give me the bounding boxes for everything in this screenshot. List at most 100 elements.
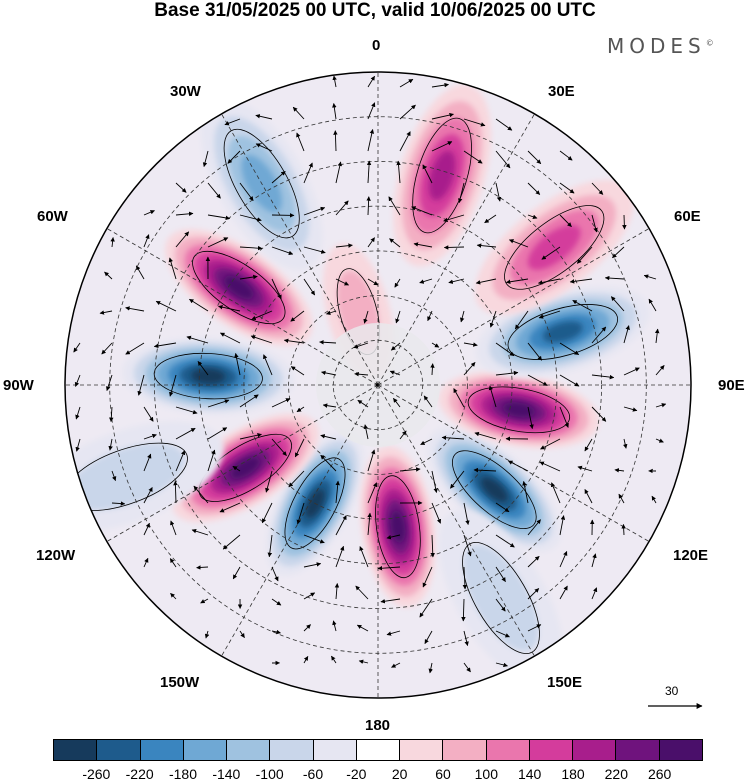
wind-vector-176 bbox=[420, 438, 433, 446]
wind-vector-186 bbox=[175, 450, 186, 472]
wind-vector-133 bbox=[263, 354, 273, 376]
wind-vector-270 bbox=[356, 624, 369, 632]
wind-vector-124 bbox=[591, 326, 607, 344]
wind-vector-267 bbox=[271, 629, 281, 635]
wind-vector-51 bbox=[527, 214, 538, 219]
logo-mark: © bbox=[705, 38, 714, 48]
wind-vector-268 bbox=[303, 624, 311, 632]
wind-vector-155 bbox=[357, 399, 369, 408]
wind-vector-66 bbox=[443, 245, 465, 250]
label-120w: 120W bbox=[36, 547, 76, 564]
colorbar-swatch-12 bbox=[572, 740, 616, 760]
wind-vector-161 bbox=[559, 406, 569, 428]
wind-vector-217 bbox=[584, 489, 593, 504]
wind-vector-101 bbox=[459, 310, 465, 323]
wind-vector-80 bbox=[367, 278, 379, 286]
wind-vector-239 bbox=[232, 566, 241, 580]
wind-vector-119 bbox=[431, 342, 440, 348]
wind-vector-113 bbox=[219, 332, 241, 344]
wind-vector-83 bbox=[448, 278, 465, 284]
wind-vector-207 bbox=[261, 502, 273, 524]
wind-vector-195 bbox=[450, 470, 465, 489]
colorbar-swatch-4 bbox=[226, 740, 270, 760]
wind-vector-256 bbox=[334, 583, 340, 600]
wind-vector-49 bbox=[443, 214, 465, 223]
wind-vector-173 bbox=[320, 434, 337, 440]
wind-vector-280 bbox=[391, 662, 401, 668]
wind-vector-244 bbox=[377, 565, 401, 571]
wind-vector-242 bbox=[335, 545, 345, 568]
colorbar-tick-label: -220 bbox=[125, 766, 154, 782]
wind-vector-282 bbox=[463, 662, 471, 673]
wind-vector-272 bbox=[424, 630, 433, 644]
wind-vector-164 bbox=[655, 403, 667, 408]
wind-vector-105 bbox=[572, 300, 593, 312]
wind-vector-60 bbox=[271, 246, 294, 256]
colorbar-swatch-7 bbox=[355, 740, 400, 760]
wind-vector-258 bbox=[380, 598, 401, 604]
wind-vector-138 bbox=[430, 363, 435, 376]
wind-vector-50 bbox=[484, 214, 497, 224]
wind-vector-103 bbox=[514, 310, 529, 330]
wind-vector-166 bbox=[108, 438, 113, 451]
wind-vector-224 bbox=[267, 534, 273, 558]
wind-vector-230 bbox=[463, 534, 472, 557]
wind-vector-33 bbox=[422, 164, 433, 184]
colorbar-tick-label: -260 bbox=[82, 766, 111, 782]
wind-vector-189 bbox=[265, 470, 273, 493]
wind-vector-118 bbox=[390, 342, 401, 351]
wind-vector-131 bbox=[197, 361, 209, 376]
wind-vector-20 bbox=[431, 141, 453, 152]
wind-vector-199 bbox=[577, 465, 593, 472]
wind-vector-35 bbox=[495, 182, 502, 202]
wind-vector-210 bbox=[367, 482, 378, 504]
wind-vector-143 bbox=[591, 374, 615, 380]
wind-vector-78 bbox=[303, 278, 316, 296]
wind-vector-55 bbox=[110, 237, 115, 248]
colorbar-swatch-11 bbox=[528, 740, 573, 760]
label-30w: 30W bbox=[170, 83, 201, 100]
wind-vector-85 bbox=[505, 278, 529, 284]
label-60w: 60W bbox=[37, 208, 68, 225]
wind-vector-135 bbox=[321, 370, 337, 376]
wind-vector-34 bbox=[457, 182, 465, 204]
wind-vector-26 bbox=[207, 182, 221, 199]
wind-vector-9 bbox=[399, 104, 416, 120]
wind-vector-6 bbox=[292, 106, 305, 120]
wind-vector-240 bbox=[271, 566, 279, 582]
wind-vector-95 bbox=[251, 310, 273, 321]
wind-vector-156 bbox=[393, 397, 401, 408]
label-0: 0 bbox=[372, 37, 381, 54]
wind-vector-281 bbox=[428, 662, 433, 674]
wind-vector-180 bbox=[540, 438, 561, 450]
wind-vector-163 bbox=[623, 406, 638, 412]
wind-vector-13 bbox=[202, 150, 209, 168]
wind-vector-16 bbox=[296, 132, 305, 152]
wind-vector-52 bbox=[559, 214, 572, 228]
wind-vector-90 bbox=[99, 310, 113, 315]
graticule-layer: • bbox=[65, 72, 691, 698]
wind-vector-149 bbox=[175, 406, 198, 415]
wind-vector-218 bbox=[618, 493, 625, 504]
wind-vector-65 bbox=[413, 242, 433, 248]
wind-vector-252 bbox=[200, 598, 209, 604]
wind-vector-10 bbox=[431, 112, 454, 120]
wind-vector-197 bbox=[507, 460, 529, 472]
anomaly-center-3 bbox=[438, 371, 600, 449]
wind-vector-4 bbox=[224, 118, 241, 126]
colorbar-tick-label: 180 bbox=[561, 766, 585, 782]
wind-vector-68 bbox=[508, 239, 529, 248]
wind-vector-122 bbox=[527, 342, 543, 361]
wind-vector-208 bbox=[296, 502, 305, 525]
wind-vector-184 bbox=[111, 470, 117, 482]
wind-vector-260 bbox=[461, 598, 466, 622]
wind-vector-158 bbox=[453, 388, 465, 408]
wind-vector-204 bbox=[173, 480, 178, 504]
wind-vector-247 bbox=[495, 566, 506, 582]
anomaly-center-8 bbox=[165, 229, 313, 346]
wind-vector-254 bbox=[271, 598, 282, 606]
wind-vector-168 bbox=[175, 427, 196, 440]
wind-vector-175 bbox=[399, 430, 407, 440]
label-120e: 120E bbox=[673, 547, 709, 564]
wind-vector-153 bbox=[296, 406, 305, 413]
